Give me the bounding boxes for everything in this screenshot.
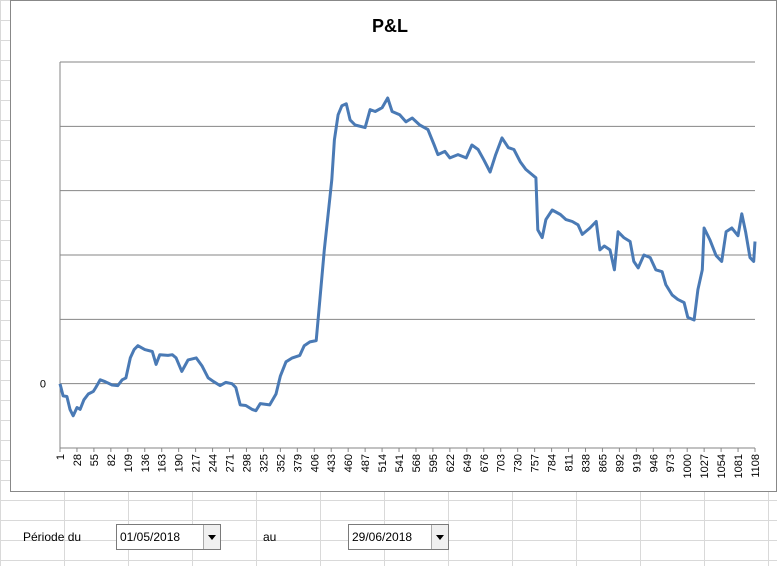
x-tick-label: 433	[326, 454, 338, 472]
chart-title: P&L	[372, 16, 408, 36]
x-tick-label: 622	[445, 454, 457, 472]
y-tick-label: 0	[40, 379, 46, 391]
x-tick-label: 1	[55, 454, 67, 460]
x-tick-label: 55	[89, 454, 101, 466]
x-tick-label: 1027	[699, 454, 711, 478]
date-to-text: 29/06/2018	[352, 530, 413, 544]
x-tick-label: 136	[140, 454, 152, 472]
x-tick-label: 82	[106, 454, 118, 466]
x-tick-label: 1000	[682, 454, 694, 478]
x-tick-label: 298	[241, 454, 253, 472]
x-tick-label: 568	[411, 454, 423, 472]
x-tick-label: 487	[360, 454, 372, 472]
x-tick-label: 28	[72, 454, 84, 466]
x-tick-label: 892	[614, 454, 626, 472]
x-tick-label: 703	[496, 454, 508, 472]
x-tick-label: 811	[564, 454, 576, 472]
x-tick-label: 190	[174, 454, 186, 472]
x-tick-label: 865	[597, 454, 609, 472]
x-tick-label: 379	[292, 454, 304, 472]
x-tick-label: 163	[157, 454, 169, 472]
x-tick-label: 838	[580, 454, 592, 472]
x-tick-label: 973	[665, 454, 677, 472]
to-label: au	[263, 530, 277, 544]
chart: P&L 0 1 28 55 82 109 136 163 190 217 244 271 298 325 3…	[10, 0, 777, 492]
x-tick-label: 757	[530, 454, 542, 472]
x-tick-label: 541	[394, 454, 406, 472]
x-tick-label: 109	[123, 454, 135, 472]
x-tick-label: 1081	[733, 454, 745, 478]
x-tick-label: 514	[377, 454, 389, 472]
x-tick-label: 676	[479, 454, 491, 472]
x-tick-label: 649	[462, 454, 474, 472]
x-tick-label: 946	[648, 454, 660, 472]
date-from[interactable]: 01/05/2018	[116, 524, 221, 550]
x-tick-label: 784	[547, 454, 559, 472]
date-from-text: 01/05/2018	[120, 530, 181, 544]
dropdown-button[interactable]	[203, 525, 220, 549]
chart-frame	[10, 0, 777, 492]
x-tick-label: 1054	[716, 454, 728, 478]
x-tick-label: 595	[428, 454, 440, 472]
line	[58, 96, 757, 418]
x-tick-label: 1108	[750, 454, 762, 478]
x-tick-label: 271	[225, 454, 237, 472]
x-tick-label: 460	[343, 454, 355, 472]
x-tick-label: 352	[275, 454, 287, 472]
dropdown-button[interactable]	[431, 525, 448, 549]
x-tick-label: 244	[208, 454, 220, 472]
x-tick-label: 325	[258, 454, 270, 472]
x-tick-label: 730	[513, 454, 525, 472]
x-tick-label: 217	[191, 454, 203, 472]
date-to[interactable]: 29/06/2018	[348, 524, 449, 550]
x-tick-label: 406	[309, 454, 321, 472]
x-tick-label: 919	[631, 454, 643, 472]
period-label: Période du	[23, 530, 82, 544]
